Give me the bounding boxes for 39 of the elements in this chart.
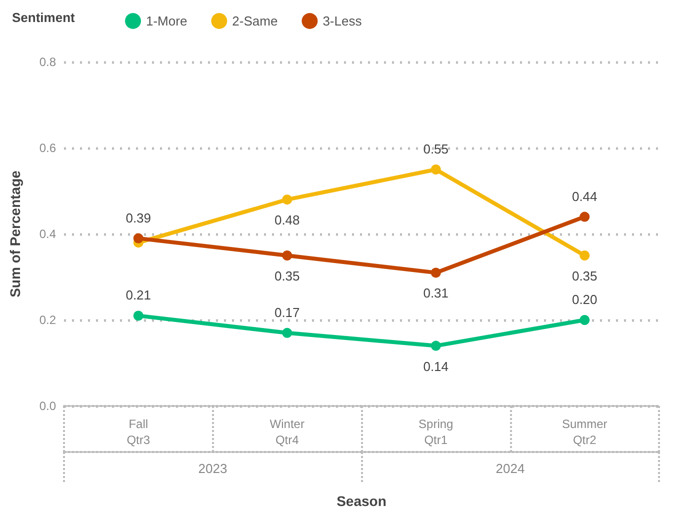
point xyxy=(430,268,441,278)
y-tick-label: 0.8 xyxy=(39,55,56,69)
legend-title: Sentiment xyxy=(12,10,76,25)
x-tick-label: Spring Qtr1 xyxy=(418,417,454,447)
data-label: 0.35 xyxy=(274,268,300,284)
y-tick-label: 0.2 xyxy=(39,313,56,327)
x-tick-label: Winter Qtr4 xyxy=(270,417,304,447)
legend-label: 3-Less xyxy=(322,14,362,28)
x-axis-title: Season xyxy=(336,493,386,509)
data-label: 0.14 xyxy=(423,358,449,374)
y-tick-label: 0.4 xyxy=(39,227,56,241)
point xyxy=(282,250,292,260)
legend-label: 2-Same xyxy=(232,14,278,28)
data-label: 0.39 xyxy=(126,210,152,226)
point xyxy=(133,310,144,321)
data-label: 0.48 xyxy=(274,212,300,228)
data-label: 0.17 xyxy=(274,304,300,320)
point xyxy=(580,250,590,260)
point xyxy=(430,340,441,351)
x-tick-label: Summer Qtr2 xyxy=(562,417,608,447)
legend-label: 1-More xyxy=(146,14,188,28)
x-tick-label: Fall Qtr3 xyxy=(126,417,150,447)
point xyxy=(133,233,144,244)
y-tick-label: 0.6 xyxy=(39,141,56,155)
point xyxy=(430,164,441,174)
point xyxy=(580,212,590,222)
text: 2023 xyxy=(198,461,228,476)
data-label: 0.55 xyxy=(423,142,449,156)
data-label: 0.35 xyxy=(572,268,598,284)
y-axis-title: Sum of Percentage xyxy=(7,170,23,298)
data-label: 0.20 xyxy=(572,292,598,307)
data-label: 0.21 xyxy=(126,288,152,303)
data-label: 0.31 xyxy=(423,286,449,301)
point xyxy=(282,194,292,205)
data-label: 0.44 xyxy=(572,188,598,204)
y-tick-label: 0.0 xyxy=(39,399,56,413)
point xyxy=(282,328,292,338)
text: 2024 xyxy=(496,461,525,476)
point xyxy=(580,315,590,325)
